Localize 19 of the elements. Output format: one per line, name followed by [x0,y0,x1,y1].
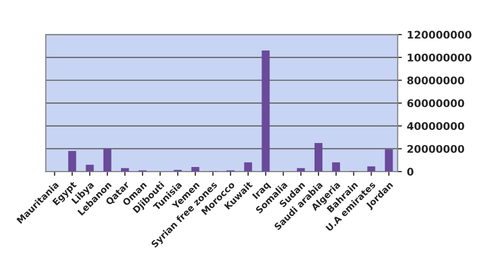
bar [314,143,322,172]
bar [367,166,376,172]
bar [121,168,129,172]
bar [191,167,200,172]
bar [86,164,94,172]
y-tick-label: 20000000 [408,144,464,153]
y-tick-label: 60000000 [407,99,464,108]
y-tick-label: 80000000 [407,76,464,84]
bar [332,162,340,172]
bar [384,149,393,172]
bar [103,148,112,172]
bar [262,50,270,172]
bar [296,168,305,172]
bar [244,162,252,172]
y-tick-label: 40000000 [407,122,464,130]
bar [68,151,76,172]
y-tick-label: 100000000 [408,54,472,62]
y-tick-label: 0 [407,168,414,176]
y-tick-label: 120000000 [408,30,472,39]
